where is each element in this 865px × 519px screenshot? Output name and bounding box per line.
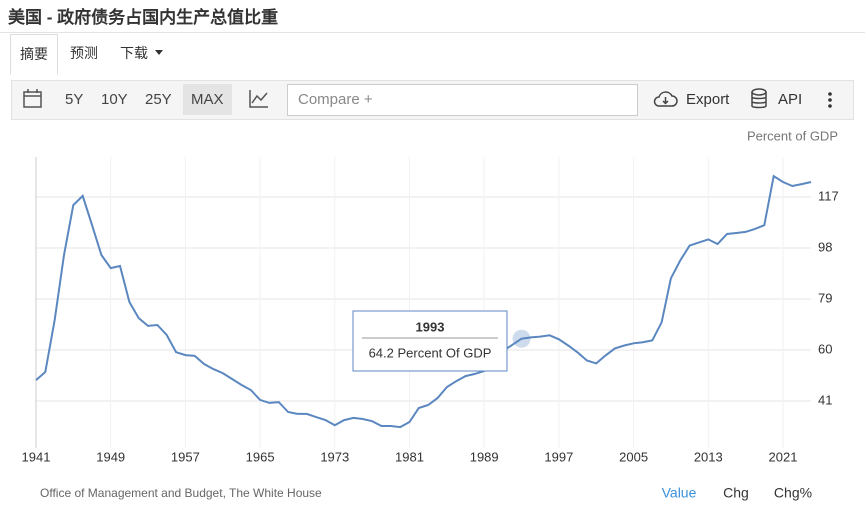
tooltip-text: 64.2 Percent Of GDP [369, 345, 492, 360]
y-tick-label: 98 [818, 239, 832, 254]
api-icon[interactable] [750, 88, 770, 110]
x-tick-label: 1997 [544, 449, 573, 464]
y-tick-label: 117 [818, 188, 839, 203]
x-tick-label: 1965 [246, 449, 275, 464]
x-tick-label: 1957 [171, 449, 200, 464]
tab[interactable]: 摘要 [10, 34, 58, 75]
range-button[interactable]: 5Y [65, 91, 84, 108]
x-tick-label: 1981 [395, 449, 424, 464]
x-tick-label: 2021 [769, 449, 798, 464]
tab[interactable]: 预测 [70, 45, 98, 61]
hover-marker [512, 329, 531, 348]
dropdown-arrow [155, 50, 163, 55]
data-line [35, 174, 812, 429]
export-button[interactable]: Export [686, 91, 730, 108]
range-button[interactable]: MAX [183, 84, 232, 115]
y-tick-label: 41 [818, 392, 832, 407]
x-tick-label: 2005 [619, 449, 648, 464]
source: Office of Management and Budget, The Whi… [40, 486, 322, 500]
tab[interactable]: 下载 [120, 45, 148, 61]
y-tick-label: 60 [818, 341, 832, 356]
x-tick-label: 1973 [320, 449, 349, 464]
page-title: 美国 - 政府债务占国内生产总值比重 [8, 8, 279, 27]
title-bar [0, 0, 865, 33]
view-button[interactable]: Chg% [774, 485, 812, 501]
calendar-icon[interactable] [22, 88, 44, 110]
x-tick-label: 2013 [694, 449, 723, 464]
range-button[interactable]: 25Y [145, 91, 172, 108]
api-button[interactable]: API [778, 91, 803, 108]
range-button[interactable]: 10Y [101, 91, 128, 108]
chart-type-icon[interactable] [248, 89, 270, 109]
x-tick-label: 1949 [96, 449, 125, 464]
view-button[interactable]: Value [662, 485, 697, 501]
x-tick-label: 1989 [470, 449, 499, 464]
x-tick-label: 1941 [22, 449, 51, 464]
tooltip-box [352, 310, 508, 372]
more-icon[interactable] [827, 91, 833, 109]
tooltip: 1993 64.2 Percent Of GDP [352, 310, 508, 372]
unit-label: Percent of GDP [747, 128, 838, 143]
y-tick-label: 79 [818, 290, 832, 305]
export-icon[interactable] [653, 90, 679, 110]
tooltip-title: 1993 [416, 319, 445, 334]
compare-input[interactable]: Compare + [287, 84, 638, 116]
view-button[interactable]: Chg [723, 485, 749, 501]
